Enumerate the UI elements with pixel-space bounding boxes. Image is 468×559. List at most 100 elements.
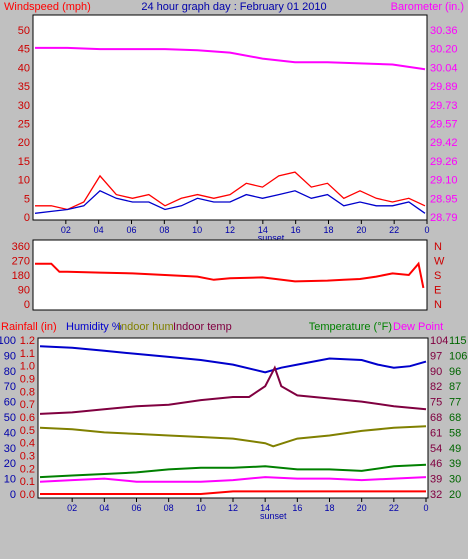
direction-series-group <box>35 261 425 289</box>
wind-baro-panel: Windspeed (mph) 24 hour graph day : Febr… <box>4 1 464 243</box>
temp-y-tick-label: 96 <box>449 366 461 378</box>
dir-y-tick-label: 0 <box>24 299 30 311</box>
x-tick-label: 12 <box>225 225 235 235</box>
x-tick-label: 06 <box>126 225 136 235</box>
hum-y-tick-label: 80 <box>4 366 16 378</box>
dew-point-label: Dew Point <box>393 321 443 333</box>
compass-tick-label: N <box>434 241 442 253</box>
rain-y-tick-label: 0.5 <box>20 425 35 437</box>
indoor-hum-label: Indoor hum <box>118 321 174 333</box>
dir-y-tick-label: 360 <box>12 241 30 253</box>
indoor-hum-line <box>39 425 427 448</box>
wind-x-axis: 02 04 06 08 10 12 14 16 18 20 22 0 sunset <box>61 220 430 243</box>
indoor-temp-y-tick-label: 68 <box>430 412 442 424</box>
baro-y-tick-label: 30.04 <box>430 62 458 74</box>
indoor-temp-y-tick-label: 39 <box>430 474 442 486</box>
rain-y-tick-label: 0.0 <box>20 489 35 501</box>
baro-y-tick-label: 28.79 <box>430 212 458 224</box>
x-tick-label: 08 <box>164 503 174 513</box>
x-tick-label: 06 <box>131 503 141 513</box>
wind-direction-line <box>35 261 425 289</box>
baro-y-tick-label: 29.26 <box>430 156 458 168</box>
x-tick-label: 14 <box>260 503 270 513</box>
indoor-temp-y-tick-label: 90 <box>430 366 442 378</box>
indoor-temp-label: Indoor temp <box>173 321 232 333</box>
dew-point-line <box>39 476 427 483</box>
rain-y-tick-label: 0.6 <box>20 412 35 424</box>
wind-gust-line <box>35 171 426 211</box>
x-tick-label: 02 <box>67 503 77 513</box>
temp-y-tick-label: 87 <box>449 381 461 393</box>
temp-y-tick-label: 77 <box>449 397 461 409</box>
temp-series-group <box>39 345 427 495</box>
dir-y-tick-label: 90 <box>18 285 30 297</box>
baro-y-tick-label: 29.42 <box>430 137 458 149</box>
wind-average-line <box>34 190 426 214</box>
x-tick-label: 20 <box>357 503 367 513</box>
wind-y-tick-label: 40 <box>18 62 30 74</box>
rainfall-line <box>40 490 426 495</box>
rain-y-tick-label: 0.7 <box>20 399 35 411</box>
barometer-label: Barometer (in.) <box>391 1 464 13</box>
barometer-y-axis: 30.36 30.20 30.04 29.89 29.73 29.57 29.42 29.26… <box>430 25 458 224</box>
indoor-temp-y-tick-label: 54 <box>430 443 442 455</box>
x-tick-label: 10 <box>196 503 206 513</box>
humidity-label: Humidity % <box>66 321 122 333</box>
indoor-temp-y-tick-label: 32 <box>430 489 442 501</box>
wind-y-tick-label: 20 <box>18 137 30 149</box>
temp-y-tick-label: 20 <box>449 489 461 501</box>
direction-plot-area <box>32 239 428 311</box>
wind-y-tick-label: 0 <box>24 212 30 224</box>
compass-tick-label: W <box>434 256 445 268</box>
wind-y-tick-label: 10 <box>18 175 30 187</box>
compass-tick-label: N <box>434 299 442 311</box>
wind-y-tick-label: 5 <box>24 193 30 205</box>
rain-y-tick-label: 1.0 <box>20 361 35 373</box>
x-tick-label: 04 <box>99 503 109 513</box>
baro-y-tick-label: 29.73 <box>430 100 458 112</box>
x-tick-label: 08 <box>159 225 169 235</box>
x-tick-label: 04 <box>94 225 104 235</box>
hum-y-tick-label: 50 <box>4 412 16 424</box>
indoor-temp-y-tick-label: 82 <box>430 381 442 393</box>
wind-series-group <box>34 46 426 214</box>
indoor-temp-y-tick-label: 61 <box>430 427 442 439</box>
hum-y-tick-label: 60 <box>4 397 16 409</box>
temperature-line <box>39 463 427 479</box>
compass-tick-label: E <box>434 285 441 297</box>
temp-y-axes: 1.21.11.00.90.80.70.60.50.40.30.20.10.0 1… <box>0 335 467 501</box>
wind-y-tick-label: 30 <box>18 100 30 112</box>
rain-y-tick-label: 0.3 <box>20 451 35 463</box>
x-tick-label: 02 <box>61 225 71 235</box>
hum-y-tick-label: 90 <box>4 350 16 362</box>
baro-y-tick-label: 30.36 <box>430 25 458 37</box>
baro-y-tick-label: 29.10 <box>430 175 458 187</box>
x-tick-label: 10 <box>192 225 202 235</box>
sunset-marker: sunset <box>260 511 287 521</box>
hum-y-tick-label: 30 <box>4 443 16 455</box>
hum-y-tick-label: 10 <box>4 474 16 486</box>
baro-y-tick-label: 28.95 <box>430 193 458 205</box>
temp-y-tick-label: 115 <box>449 335 467 347</box>
temperature-label: Temperature (°F) <box>309 321 392 333</box>
indoor-temp-line <box>39 365 427 415</box>
wind-y-tick-label: 45 <box>18 44 30 56</box>
direction-y-axis: 360 270 180 90 0 <box>12 241 30 311</box>
temp-y-tick-label: 49 <box>449 443 461 455</box>
temp-y-tick-label: 39 <box>449 458 461 470</box>
dir-y-tick-label: 270 <box>12 256 30 268</box>
indoor-temp-y-tick-label: 75 <box>430 397 442 409</box>
x-tick-label: 0 <box>423 503 428 513</box>
baro-y-tick-label: 30.20 <box>430 44 458 56</box>
barometer-line <box>35 46 426 71</box>
x-tick-label: 22 <box>389 225 399 235</box>
x-tick-label: 0 <box>424 225 429 235</box>
rain-y-tick-label: 0.1 <box>20 476 35 488</box>
x-tick-label: 12 <box>228 503 238 513</box>
rain-y-tick-label: 0.8 <box>20 386 35 398</box>
wind-y-tick-label: 25 <box>18 119 30 131</box>
compass-tick-label: S <box>434 270 441 282</box>
